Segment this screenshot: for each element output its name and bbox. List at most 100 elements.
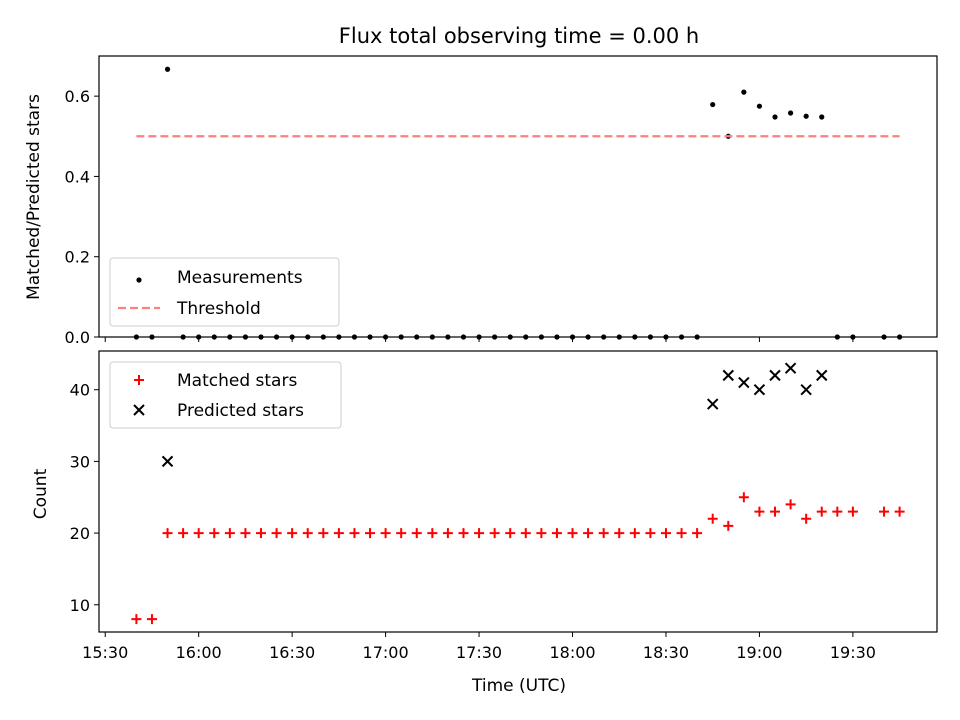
- matched-stars-point: [380, 528, 391, 539]
- predicted-stars-point: [161, 455, 174, 468]
- matched-stars-point: [770, 506, 781, 517]
- legend-threshold-label: Threshold: [176, 299, 261, 319]
- bottom-y-axis-label: Count: [31, 468, 51, 519]
- legend-predicted-marker: [133, 404, 145, 416]
- matched-stars-point: [349, 528, 360, 539]
- bottom-axes-frame: [98, 350, 938, 633]
- matched-stars-point: [271, 528, 282, 539]
- matched-stars-point: [723, 520, 734, 531]
- matched-stars-point: [131, 614, 142, 625]
- top-y-tick-label: 0.6: [65, 87, 90, 106]
- legend-matched-marker: [134, 375, 144, 385]
- top-y-tick-label: 0.2: [65, 248, 90, 267]
- matched-stars-point: [396, 528, 407, 539]
- matched-stars-point: [442, 528, 453, 539]
- bottom-x-tick-label: 19:00: [736, 643, 782, 662]
- matched-stars-point: [536, 528, 547, 539]
- top-axes-frame: [98, 55, 938, 338]
- matched-stars-point: [193, 528, 204, 539]
- measurements-point: [164, 66, 171, 72]
- bottom-legend: Matched stars Predicted stars: [109, 361, 342, 429]
- matched-stars-point: [146, 614, 157, 625]
- predicted-stars-point: [784, 362, 797, 374]
- matched-stars-point: [847, 506, 858, 517]
- legend-predicted-label: Predicted stars: [177, 401, 304, 421]
- matched-stars-point: [738, 492, 749, 503]
- matched-stars-point: [333, 528, 344, 539]
- bottom-y-tick-label: 10: [70, 596, 90, 615]
- measurements-point: [710, 101, 716, 108]
- matched-stars-point: [707, 513, 718, 524]
- bottom-x-tick-label: 17:00: [363, 643, 409, 662]
- matched-stars-point: [162, 528, 173, 539]
- matched-stars-point: [255, 528, 266, 539]
- top-y-tick-label: 0.4: [65, 167, 90, 186]
- matched-stars-point: [458, 528, 469, 539]
- top-panel: 0.0 0.2 0.4 0.6 Matched/Predicted stars Mea…: [24, 55, 938, 347]
- bottom-x-axis-ticks: 15:30 16:00 16:30 17:00 17:30 18:00 18:30 19:00…: [82, 632, 876, 662]
- matched-stars-point: [660, 528, 671, 539]
- bottom-y-tick-label: 20: [70, 524, 90, 543]
- predicted-stars-point: [753, 384, 766, 396]
- measurements-point: [787, 110, 794, 116]
- measurements-point: [772, 114, 778, 120]
- top-x-axis-ticks: [104, 337, 854, 342]
- matched-stars-point: [551, 528, 562, 539]
- matched-stars-point: [302, 528, 313, 539]
- matched-stars-point: [645, 528, 656, 539]
- measurements-point: [741, 89, 747, 95]
- matched-stars-point: [754, 506, 765, 517]
- bottom-legend-box: [109, 361, 342, 429]
- bottom-x-tick-label: 16:00: [176, 643, 222, 662]
- bottom-x-tick-label: 16:30: [269, 643, 315, 662]
- top-y-tick-label: 0.0: [65, 328, 90, 347]
- measurements-point: [819, 114, 825, 120]
- matched-stars-point: [614, 528, 625, 539]
- top-y-axis-label: Matched/Predicted stars: [24, 94, 44, 300]
- bottom-x-axis-label: Time (UTC): [471, 676, 566, 696]
- measurements-point: [803, 113, 809, 119]
- matched-stars-point: [832, 506, 843, 517]
- predicted-stars-point: [738, 376, 750, 389]
- matched-stars-point: [209, 528, 220, 539]
- predicted-stars-point: [769, 369, 781, 382]
- legend-matched-label: Matched stars: [177, 371, 297, 391]
- predicted-stars-point: [800, 384, 812, 396]
- matched-stars-point: [676, 528, 687, 539]
- bottom-x-tick-label: 18:00: [549, 643, 595, 662]
- matched-stars-point: [489, 528, 500, 539]
- matched-stars-point: [505, 528, 516, 539]
- matched-stars-point: [318, 528, 329, 539]
- matched-stars-point: [411, 528, 422, 539]
- bottom-x-tick-label: 18:30: [643, 643, 689, 662]
- matched-stars-point: [629, 528, 640, 539]
- matched-stars-point: [894, 506, 905, 517]
- chart-title: Flux total observing time = 0.00 h: [339, 24, 699, 48]
- matched-stars-point: [474, 528, 485, 539]
- matched-stars-point: [178, 528, 189, 539]
- matched-stars-point: [427, 528, 438, 539]
- matched-stars-point: [816, 506, 827, 517]
- matched-stars-point: [567, 528, 578, 539]
- top-legend-box: [109, 257, 340, 327]
- predicted-stars-point: [816, 369, 828, 382]
- predicted-stars-point: [706, 398, 719, 410]
- bottom-y-tick-label: 40: [70, 381, 90, 400]
- bottom-y-tick-label: 30: [70, 452, 90, 471]
- matched-stars-point: [583, 528, 594, 539]
- predicted-stars-point: [722, 369, 734, 382]
- matched-stars-point: [801, 513, 812, 524]
- matched-stars-point: [240, 528, 251, 539]
- matched-stars-point: [598, 528, 609, 539]
- bottom-x-tick-label: 15:30: [82, 643, 128, 662]
- matched-stars-point: [287, 528, 298, 539]
- bottom-plot-marks: [131, 362, 905, 625]
- measurements-point: [756, 103, 763, 109]
- top-y-axis-ticks: 0.0 0.2 0.4 0.6: [65, 87, 99, 347]
- legend-measurements-marker: [136, 277, 142, 283]
- top-legend: Measurements Threshold: [109, 257, 340, 327]
- matched-stars-point: [879, 506, 890, 517]
- bottom-x-tick-label: 17:30: [456, 643, 502, 662]
